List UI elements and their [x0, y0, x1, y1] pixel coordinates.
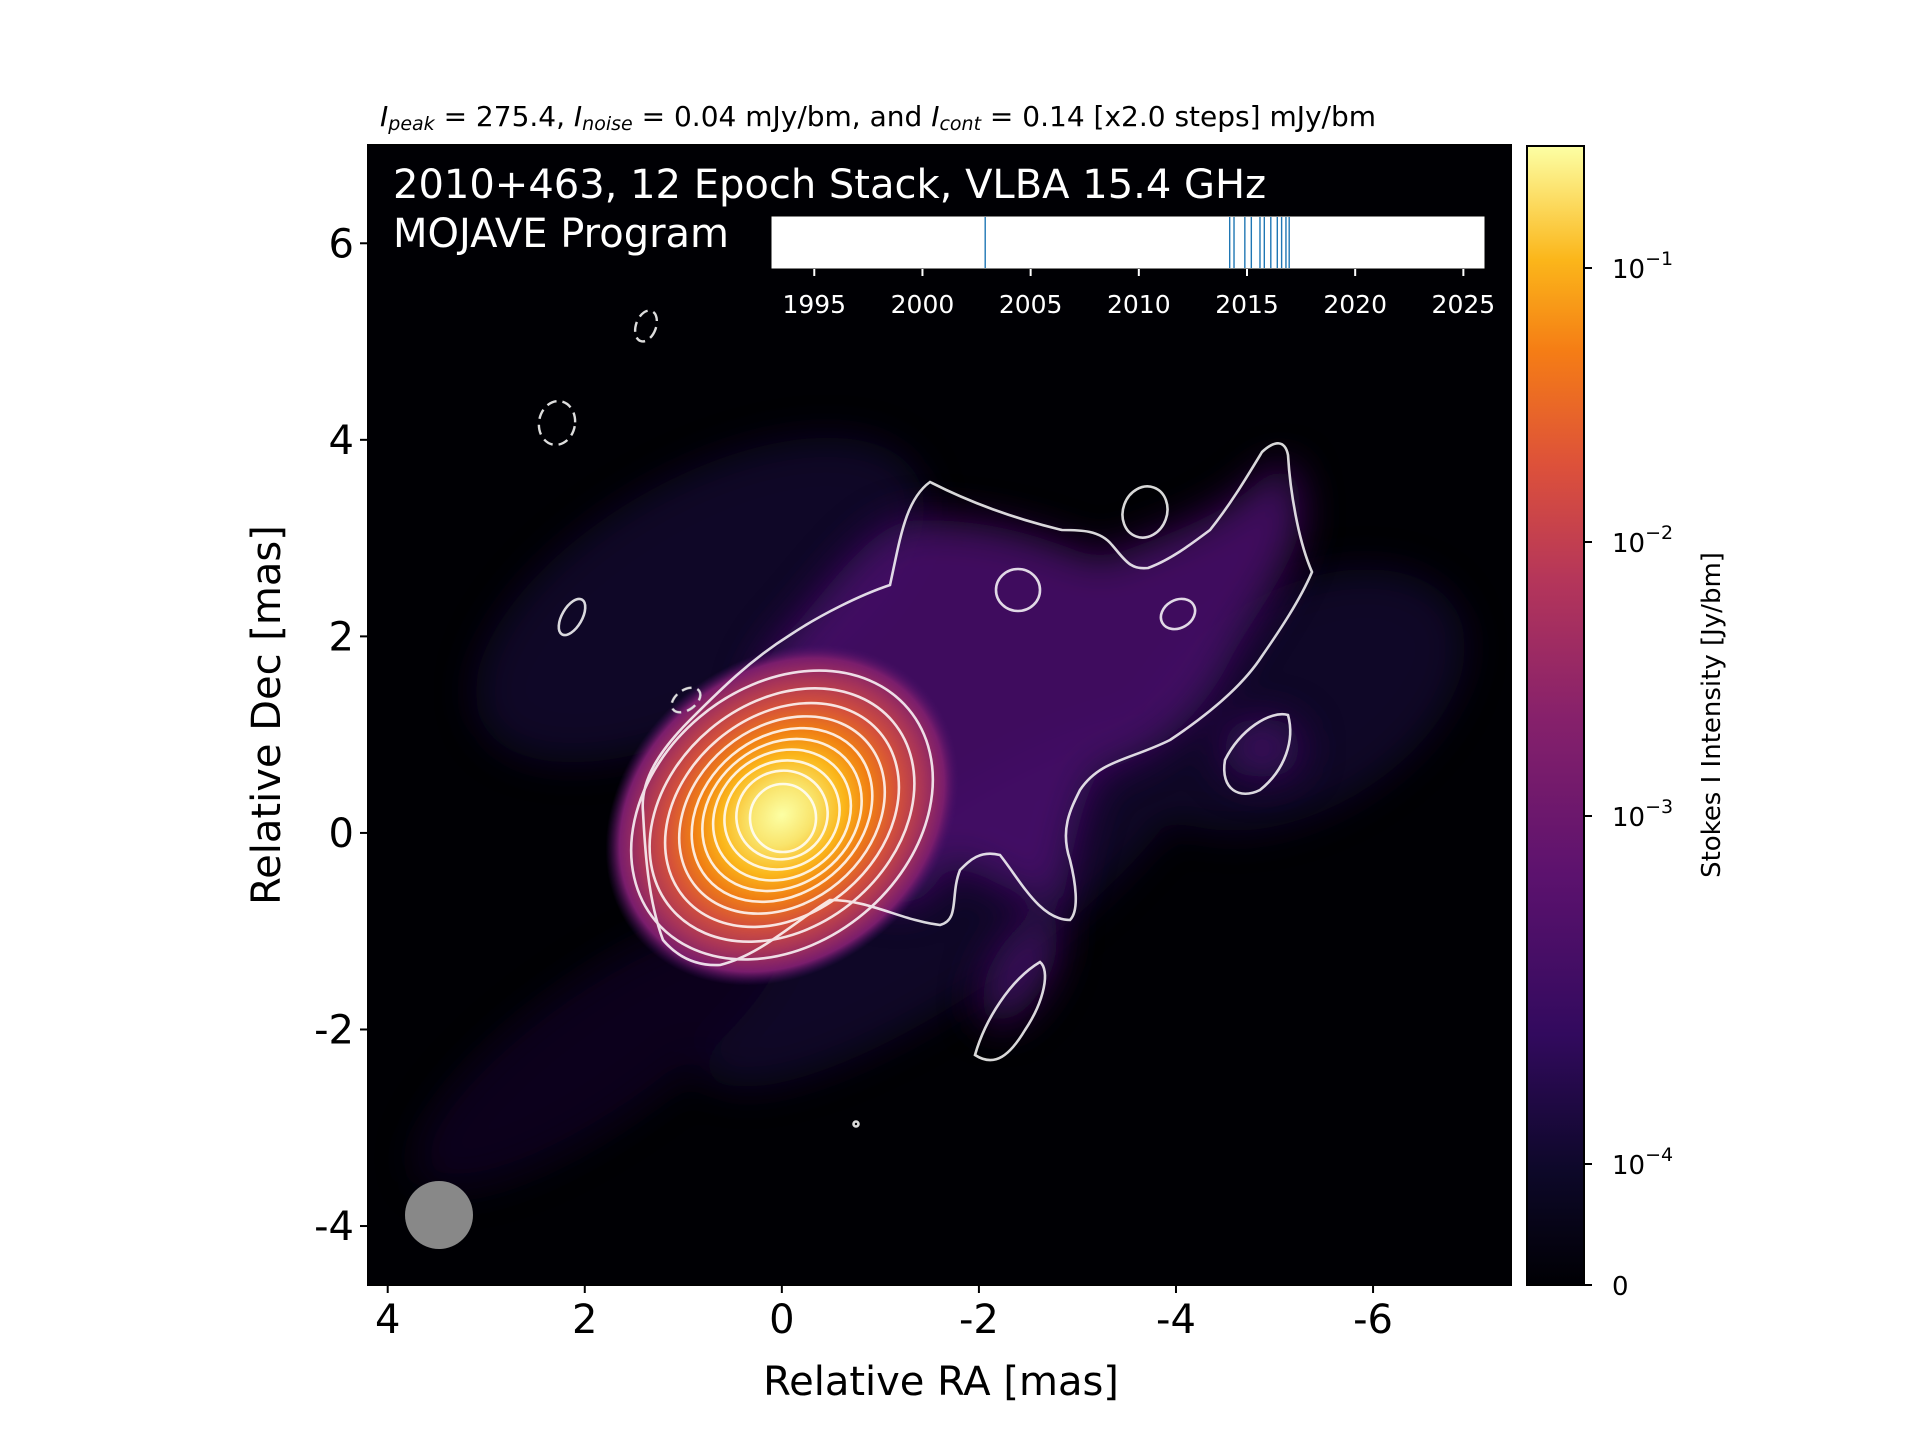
epoch-tick-label: 2005	[999, 290, 1063, 319]
colorbar-tick-label: 10−2	[1612, 522, 1673, 559]
x-tick-label: 2	[572, 1297, 597, 1343]
program-name: MOJAVE Program	[393, 211, 729, 257]
noise-symbol: I	[573, 100, 583, 133]
peak-value: = 275.4,	[434, 100, 574, 133]
epoch-tick-label: 2020	[1323, 290, 1387, 319]
epoch-tick-label: 1995	[782, 290, 846, 319]
epoch-inset: 1995 2000 2005 2010 2015 2020 2025	[770, 215, 1495, 319]
y-tick-label: -2	[314, 1007, 354, 1053]
epoch-tick-label: 2000	[891, 290, 955, 319]
epoch-lines	[984, 217, 1290, 268]
y-axis-label: Relative Dec [mas]	[244, 525, 290, 905]
contours	[557, 442, 1314, 1128]
x-tick-label: -4	[1156, 1297, 1196, 1343]
epoch-tick-label: 2010	[1107, 290, 1171, 319]
peak-subscript: peak	[388, 113, 435, 135]
y-tick-label: 6	[329, 221, 354, 267]
colorbar-ticks: 10−1 10−2 10−3 10−4 0	[1584, 248, 1673, 1302]
cont-value: = 0.14 [x2.0 steps] mJy/bm	[981, 100, 1377, 133]
epoch-tick-label: 2025	[1432, 290, 1496, 319]
cont-symbol: I	[931, 100, 940, 133]
colorbar-tick-label: 10−1	[1612, 248, 1673, 285]
x-axis-label: Relative RA [mas]	[763, 1359, 1119, 1405]
colorbar-tick-label: 0	[1612, 1272, 1629, 1302]
source-title: 2010+463, 12 Epoch Stack, VLBA 15.4 GHz	[393, 162, 1266, 208]
image-panel	[367, 144, 1512, 1286]
noise-subscript: noise	[582, 113, 633, 135]
epoch-tick-label: 2015	[1215, 290, 1279, 319]
y-axis: 6 4 2 0 -2 -4	[314, 221, 368, 1250]
core-emission	[605, 644, 959, 986]
x-tick-label: 0	[769, 1297, 794, 1343]
epoch-axis: 1995 2000 2005 2010 2015 2020 2025	[782, 269, 1495, 319]
noise-value: = 0.04 mJy/bm, and	[632, 100, 932, 133]
colorbar-label: Stokes I Intensity [Jy/bm]	[1697, 552, 1727, 878]
colorbar-tick-label: 10−3	[1612, 796, 1673, 833]
x-tick-label: 4	[375, 1297, 400, 1343]
x-tick-label: -6	[1353, 1297, 1393, 1343]
beam-ellipse	[405, 1181, 473, 1249]
y-tick-label: 2	[329, 614, 354, 660]
y-tick-label: 4	[329, 418, 354, 464]
negative-contours	[537, 309, 702, 714]
header-text: Ipeak = 275.4, Inoise = 0.04 mJy/bm, and…	[380, 100, 1500, 135]
outer-contour	[641, 442, 1314, 967]
cont-subscript: cont	[939, 113, 982, 135]
image-frame	[367, 144, 1512, 1286]
y-tick-label: -4	[314, 1204, 354, 1250]
y-tick-label: 0	[329, 811, 354, 857]
colorbar-tick-label: 10−4	[1612, 1144, 1673, 1181]
colorbar: 10−1 10−2 10−3 10−4 0 Stokes I Intensity [Jy…	[1526, 145, 1727, 1302]
x-axis: 4 2 0 -2 -4 -6	[375, 1285, 1393, 1343]
epoch-inset-box	[770, 215, 1486, 270]
peak-symbol: I	[380, 100, 389, 133]
x-tick-label: -2	[959, 1297, 999, 1343]
colorbar-scale	[1526, 145, 1585, 1286]
